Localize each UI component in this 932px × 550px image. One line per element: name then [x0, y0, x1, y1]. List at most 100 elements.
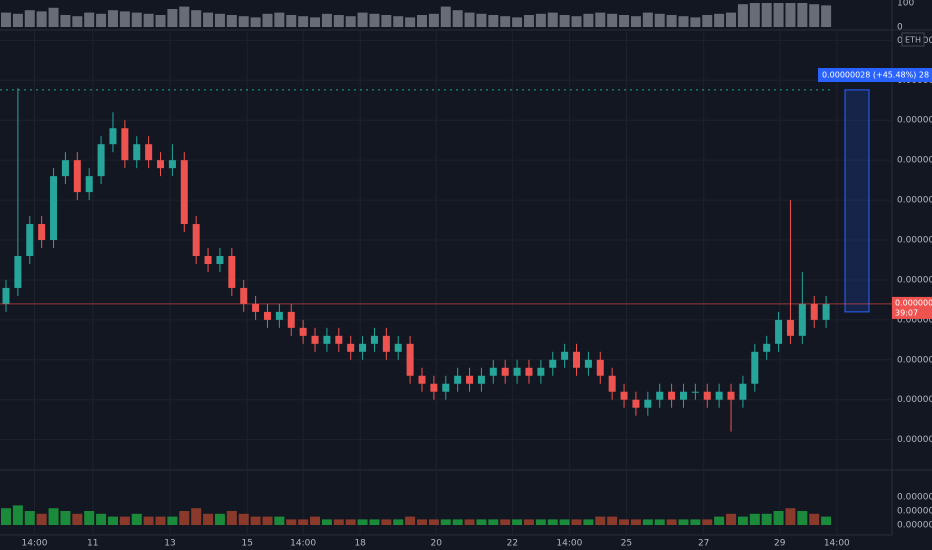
volume-bar [785, 3, 796, 27]
volume-tick-label: 0 [897, 23, 903, 33]
x-tick-label: 14:00 [22, 539, 48, 549]
volume-bar [167, 9, 178, 27]
candle-body [85, 176, 93, 193]
candle-body [596, 359, 604, 376]
oscillator-bar [1, 508, 11, 525]
volume-bar [702, 15, 713, 27]
candle-body [477, 375, 485, 384]
x-tick-label: 13 [164, 539, 175, 549]
oscillator-bar [523, 519, 534, 525]
last-price-label: 0.00000062 [895, 298, 932, 307]
oscillator-bar [749, 513, 760, 525]
oscillator-bar [274, 516, 285, 525]
candle-body [50, 176, 58, 241]
oscillator-bar [571, 519, 582, 525]
volume-bar [72, 16, 83, 27]
symbol: ETH [905, 36, 921, 45]
y-tick-label: 0.00000055 [897, 355, 932, 365]
candle-body [38, 224, 46, 241]
volume-bar [714, 13, 725, 27]
volume-bar [749, 3, 760, 27]
x-tick-label: 18 [354, 539, 366, 549]
volume-bar [96, 13, 107, 27]
candle-body [26, 224, 34, 256]
candle-body [252, 303, 260, 312]
oscillator-bar [678, 519, 689, 525]
candle-body [14, 255, 22, 288]
candle-body [240, 287, 248, 304]
oscillator-tick-label: 0.00000000 [897, 521, 932, 531]
candle-body [394, 343, 402, 352]
oscillator-bar [595, 516, 606, 525]
volume-bar [191, 10, 202, 27]
measure-label-box [818, 68, 932, 82]
candle-body [513, 367, 521, 376]
volume-bar [345, 16, 356, 27]
volume-bar [48, 7, 59, 28]
volume-bar [107, 10, 118, 27]
oscillator-bar [238, 513, 249, 525]
candle-body [133, 144, 141, 161]
volume-bar [1, 12, 11, 27]
candle-body [145, 144, 153, 161]
volume-bar [143, 13, 154, 27]
candle-body [501, 367, 509, 376]
candle-body [620, 391, 628, 400]
candle-body [61, 160, 69, 177]
oscillator-bar [286, 519, 297, 525]
oscillator-bar [417, 519, 427, 525]
volume-bar [262, 13, 273, 27]
candle-body [537, 367, 545, 376]
oscillator-bar [547, 519, 558, 525]
volume-bar [559, 15, 570, 27]
candle-body [442, 383, 450, 392]
candle-body [644, 399, 652, 408]
oscillator-bar [381, 519, 392, 525]
volume-bar [369, 13, 380, 27]
volume-bar [214, 13, 225, 27]
volume-bar [607, 13, 618, 27]
candle-body [299, 327, 307, 336]
oscillator-bar [167, 516, 178, 525]
oscillator-bar [690, 519, 701, 525]
y-tick-label: 0.00000075 [897, 196, 932, 206]
candle-body [347, 343, 355, 352]
oscillator-bar [48, 508, 59, 525]
measure-label: 0.00000028 (+45.48%) 28 [822, 71, 929, 80]
y-tick-label: 0.00000070 [897, 236, 932, 246]
x-tick-label: 29 [774, 539, 786, 549]
y-tick-label: 0.00000080 [897, 156, 932, 166]
oscillator-bar [761, 513, 772, 525]
volume-bar [488, 15, 499, 27]
candle-body [311, 335, 319, 344]
candle-body [157, 160, 165, 169]
volume-bar [84, 12, 95, 27]
oscillator-bar [298, 519, 309, 525]
volume-bar [131, 12, 142, 27]
candle-body [263, 311, 271, 320]
x-tick-label: 20 [431, 539, 443, 549]
oscillator-bar [512, 519, 523, 525]
candle-body [323, 335, 331, 344]
x-tick-label: 14:00 [556, 539, 582, 549]
oscillator-bar [262, 516, 273, 525]
oscillator-bar [607, 516, 618, 525]
candle-body [228, 255, 236, 288]
y-tick-label: 0.00000045 [897, 435, 932, 445]
volume-bar [36, 11, 47, 27]
candle-body [454, 375, 462, 384]
oscillator-bar [12, 505, 23, 525]
volume-bar [773, 3, 784, 27]
x-tick-label: 14:00 [290, 539, 316, 549]
candle-body [466, 375, 474, 384]
volume-bar [357, 12, 368, 27]
candle-body [786, 319, 794, 336]
oscillator-bar [785, 508, 796, 525]
oscillator-bar [583, 519, 594, 525]
volume-bar [203, 12, 214, 27]
oscillator-bar [714, 516, 725, 525]
volume-bar [12, 13, 23, 27]
oscillator-bar [60, 511, 71, 525]
oscillator-bar [191, 508, 202, 525]
candle-body [359, 343, 367, 352]
